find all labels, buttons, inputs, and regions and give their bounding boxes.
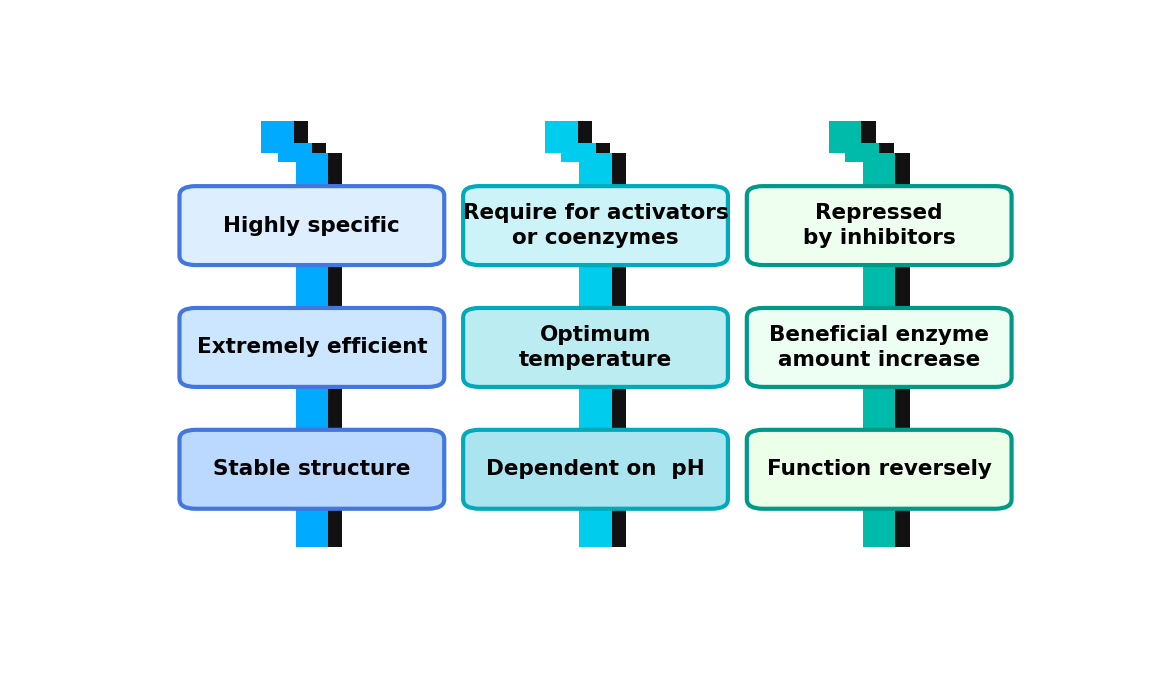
FancyBboxPatch shape: [747, 430, 1012, 508]
Bar: [295, 153, 328, 184]
Bar: [261, 121, 294, 153]
Bar: [829, 121, 861, 153]
Text: Dependent on  pH: Dependent on pH: [486, 460, 705, 480]
FancyBboxPatch shape: [464, 430, 727, 508]
Text: Function reversely: Function reversely: [767, 460, 991, 480]
FancyBboxPatch shape: [179, 430, 444, 508]
Bar: [594, 153, 626, 184]
Bar: [559, 121, 591, 153]
Bar: [580, 184, 611, 548]
FancyBboxPatch shape: [179, 308, 444, 387]
Bar: [278, 143, 311, 162]
FancyBboxPatch shape: [179, 186, 444, 265]
Bar: [877, 184, 910, 548]
Bar: [561, 143, 596, 162]
FancyBboxPatch shape: [464, 308, 727, 387]
Bar: [845, 143, 880, 162]
Text: Highly specific: Highly specific: [223, 215, 400, 235]
Text: Repressed
by inhibitors: Repressed by inhibitors: [803, 203, 955, 248]
Text: Require for activators
or coenzymes: Require for activators or coenzymes: [462, 203, 729, 248]
Text: Beneficial enzyme
amount increase: Beneficial enzyme amount increase: [769, 325, 989, 370]
Bar: [310, 184, 343, 548]
Bar: [860, 143, 894, 162]
FancyBboxPatch shape: [464, 186, 727, 265]
Bar: [310, 153, 343, 184]
Text: Optimum
temperature: Optimum temperature: [519, 325, 672, 370]
Bar: [580, 153, 611, 184]
FancyBboxPatch shape: [747, 186, 1012, 265]
Bar: [844, 121, 876, 153]
Bar: [575, 143, 610, 162]
Text: Stable structure: Stable structure: [213, 460, 410, 480]
FancyBboxPatch shape: [747, 308, 1012, 387]
Bar: [877, 153, 910, 184]
Bar: [295, 184, 328, 548]
Bar: [275, 121, 308, 153]
Bar: [863, 184, 896, 548]
Bar: [863, 153, 896, 184]
Bar: [594, 184, 626, 548]
Bar: [292, 143, 327, 162]
Bar: [545, 121, 578, 153]
Text: Extremely efficient: Extremely efficient: [196, 337, 428, 358]
